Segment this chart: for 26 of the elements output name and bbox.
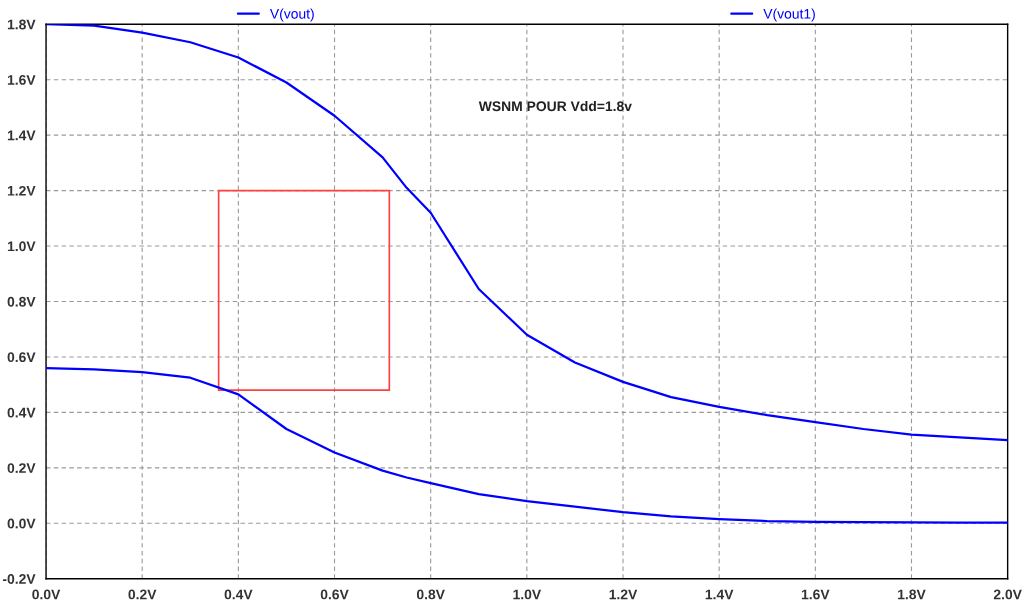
y-tick-label: 0.4V [7, 407, 36, 418]
x-tick-label: 1.8V [898, 589, 926, 600]
y-tick-label: 0.2V [7, 463, 36, 473]
y-tick-label: 0.6V [7, 352, 36, 363]
y-tick-label: 1.2V [7, 185, 36, 196]
x-tick-label: 1.4V [705, 589, 734, 600]
x-tick-label: 0.4V [224, 589, 253, 600]
legend-label: V(vout) [269, 8, 314, 22]
y-tick-label: -0.2V [2, 574, 36, 584]
y-tick-label: 0.0V [7, 518, 36, 529]
line-series [46, 366, 1008, 524]
annotation: WSNM POUR Vdd=1.8v [478, 100, 632, 112]
legend-label: V(vout1) [763, 8, 815, 22]
y-tick-label: 1.6V [7, 75, 36, 85]
y-tick-label: 1.8V [7, 19, 36, 30]
x-tick-label: 1.2V [609, 589, 638, 600]
x-tick-label: 2.0V [993, 589, 1022, 600]
x-tick-label: 1.0V [513, 589, 542, 600]
y-tick-label: 1.4V [7, 130, 36, 141]
x-tick-label: 0.8V [416, 589, 445, 600]
y-tick-label: 1.0V [7, 241, 36, 252]
x-tick-label: 1.6V [801, 589, 830, 600]
y-tick-label: 0.8V [7, 296, 36, 307]
x-tick-label: 0.2V [128, 589, 157, 600]
x-tick-label: 0.0V [32, 589, 61, 600]
x-tick-label: 0.6V [320, 589, 349, 600]
